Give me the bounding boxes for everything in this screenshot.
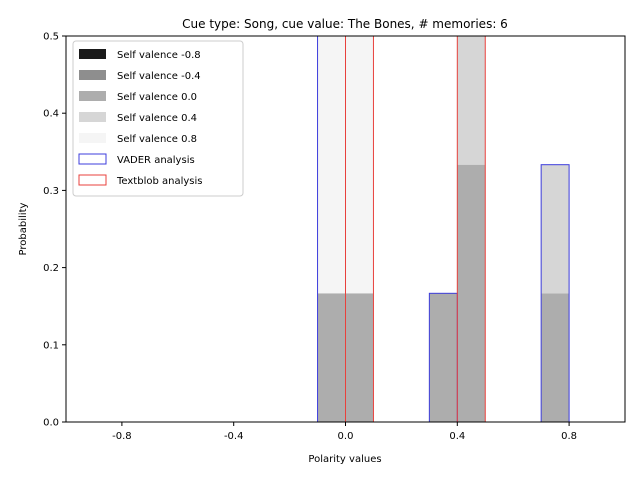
legend-swatch-2 [79, 91, 106, 101]
y-tick-label-3: 0.3 [43, 186, 59, 197]
y-tick-label-2: 0.2 [43, 263, 59, 274]
bar-valence-3-bin-4 [541, 164, 570, 294]
y-tick-label-5: 0.5 [43, 32, 59, 43]
bar-valence-2-bin-0 [317, 293, 346, 422]
y-axis-label: Probability [18, 202, 29, 255]
x-axis-label: Polarity values [308, 454, 381, 465]
bar-valence-2-bin-1 [345, 293, 374, 422]
x-axis: -0.8 -0.4 0.0 0.4 0.8 [112, 422, 577, 442]
plot-area [317, 35, 570, 423]
y-tick-label-4: 0.4 [43, 109, 59, 120]
bar-valence-2-bin-4 [541, 293, 570, 422]
legend-swatch-1 [79, 70, 106, 80]
bar-valence-4-bin-0 [317, 36, 346, 294]
y-axis: 0.0 0.1 0.2 0.3 0.4 0.5 [43, 32, 66, 429]
legend-swatch-5 [78, 153, 107, 165]
bar-valence-2-bin-2 [429, 293, 458, 422]
x-tick-label-4: 0.8 [561, 431, 577, 442]
legend-label-6: Textblob analysis [116, 176, 202, 187]
legend-box [72, 40, 244, 197]
bar-valence-3-bin-3 [457, 36, 486, 165]
legend-swatch-6 [78, 174, 107, 186]
legend-label-0: Self valence -0.8 [117, 50, 201, 61]
y-tick-label-0: 0.0 [43, 418, 59, 429]
y-tick-label-1: 0.1 [43, 340, 59, 351]
legend-label-4: Self valence 0.8 [117, 134, 197, 145]
legend-label-2: Self valence 0.0 [117, 92, 197, 103]
legend-swatch-3 [79, 112, 106, 122]
legend-label-1: Self valence -0.4 [117, 71, 201, 82]
x-tick-label-1: -0.4 [224, 431, 244, 442]
bar-valence-2-bin-3 [457, 164, 486, 423]
x-tick-label-2: 0.0 [338, 431, 354, 442]
bar-valence-4-bin-1 [345, 36, 374, 294]
legend: Self valence -0.8 Self valence -0.4 Self v… [72, 40, 244, 197]
legend-label-5: VADER analysis [117, 155, 195, 166]
legend-label-3: Self valence 0.4 [117, 113, 197, 124]
chart-title: Cue type: Song, cue value: The Bones, # … [182, 17, 508, 31]
x-tick-label-0: -0.8 [112, 431, 132, 442]
legend-swatch-0 [79, 49, 106, 59]
x-tick-label-3: 0.4 [449, 431, 465, 442]
legend-swatch-4 [79, 133, 106, 143]
